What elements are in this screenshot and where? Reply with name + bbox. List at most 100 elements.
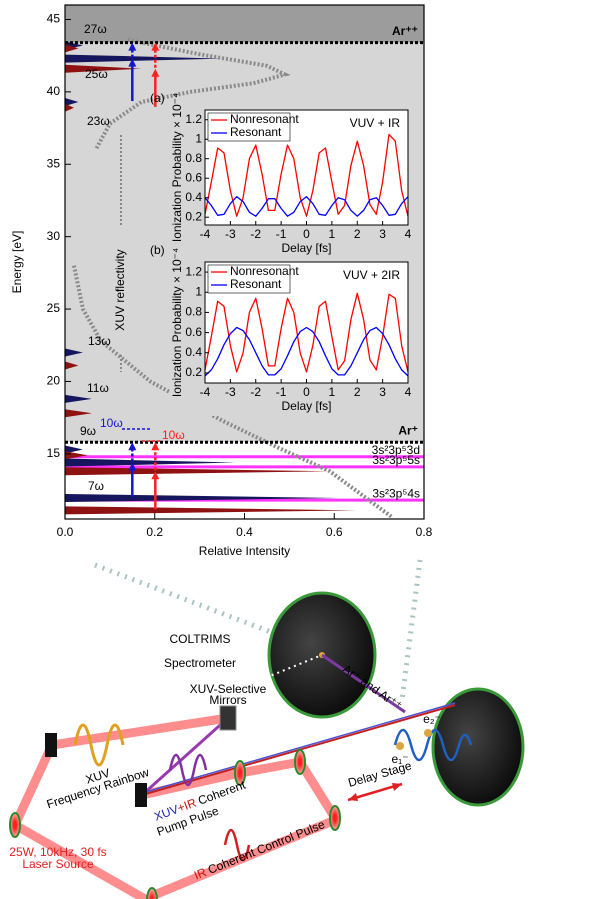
harmonic-label: 27ω [84,22,107,36]
photon-arrow-head [151,471,160,480]
y-tick-label: 1 [195,131,202,145]
harmonic-peak [65,54,223,63]
x-tick-label: 1 [329,227,336,241]
beam [51,713,229,750]
y-tick-label: 0.2 [185,209,202,223]
x-tick-label: 4 [405,385,412,399]
x-tick-label: -2 [250,227,261,241]
diagram-label: e₁⁻ [391,752,408,766]
grating [45,733,57,757]
threshold-label: Ar⁺⁺ [392,24,418,38]
x-tick-label: 3 [379,385,386,399]
y-axis-label: Energy [eV] [10,231,24,294]
y-axis-label: Ionization Probability × 10⁻⁴ [170,93,184,242]
x-tick-label: 0 [303,385,310,399]
legend-label: Resonant [230,125,282,139]
series-line [204,326,409,377]
diagram-labels: COLTRIMS Spectrometer XUV-SelectiveMirrors… [9,632,441,883]
y-tick-label: 40 [47,84,61,98]
lens [329,805,341,831]
y-tick-label: 35 [47,156,61,170]
y-tick-label: 0.8 [185,151,202,165]
electron [424,729,432,737]
mirror [135,783,147,807]
label-part: Coherent Control Pulse [206,817,327,877]
diagram-label: Laser Source [22,857,94,871]
diagram-label: 25W, 10kHz, 30 fs [9,845,106,859]
y-tick-label: 0.4 [185,345,202,359]
y-tick-label: 1.2 [185,112,202,126]
harmonic-peak [65,98,79,107]
panel-label: (b) [150,243,165,257]
legend-label: Nonresonant [230,112,299,126]
x-tick-label: -4 [200,227,211,241]
x-axis-label: Relative Intensity [199,544,290,558]
legend-label: Nonresonant [230,264,299,278]
beam [150,815,337,899]
x-tick-label: -3 [225,385,236,399]
y-axis-label: Ionization Probability × 10⁻⁴ [170,248,184,397]
inset-chart: 0.2 0.4 0.6 0.8 1 1.2 -4 -3 -2 -1 0 1 2 3 4 Delay [fs] I… [150,243,418,416]
y-tick-label: 0.8 [185,305,202,319]
pump-beam [141,702,456,794]
x-tick-label: 2 [354,385,361,399]
x-tick-label: 0.0 [57,525,74,539]
harmonic-peak [65,394,92,403]
x-tick-label: 0.2 [146,525,163,539]
state-label: 3s²3p⁵3d [372,443,420,457]
x-axis-label: Delay [fs] [281,399,331,413]
pulse [73,723,125,767]
x-axis-label: Delay [fs] [281,241,331,255]
ion-path [321,653,406,714]
harmonic-peak [65,44,79,53]
mirror [219,705,237,731]
series-line [204,196,409,217]
detector-axis [254,654,323,683]
harmonic-label: 7ω [88,479,104,493]
x-tick-label: 0.8 [416,525,433,539]
y-tick-label: 20 [47,374,61,388]
reflectivity-label: XUV reflectivity [113,249,127,330]
x-tick-label: -4 [200,385,211,399]
x-tick-label: 0.4 [236,525,253,539]
photon-arrow-head [128,42,137,51]
double-ionization-region [65,5,424,43]
inset-title: VUV + IR [350,116,401,130]
y-tick-label: 1 [195,284,202,298]
pulse [223,828,251,862]
harmonic-label: 23ω [87,114,110,128]
photon-arrow-head [128,462,137,471]
y-tick-label: 15 [47,446,61,460]
beam [239,757,301,778]
photon-arrow-head [151,68,160,77]
beam [10,743,57,827]
x-tick-label: 0 [303,227,310,241]
x-tick-label: 0.6 [326,525,343,539]
label-part: +IR [176,796,199,816]
beam-guide [94,562,306,648]
harmonic-peak [65,458,236,467]
laser-beams [10,713,339,899]
series-line [204,133,409,217]
diagram-label: e₂⁻ [423,712,441,726]
y-tick-label: 45 [47,12,61,26]
harmonic-peak [65,409,92,418]
inset-chart: 0.2 0.4 0.6 0.8 1 1.2 -4 -3 -2 -1 0 1 2 3 4 Delay [fs] I… [150,91,418,258]
detector [431,687,525,807]
y-tick-label: 0.6 [185,170,202,184]
x-tick-label: -1 [276,385,287,399]
y-tick-label: 0.6 [185,325,202,339]
state-label: 3s²3p⁵5s [372,453,420,467]
harmonic-peak [65,451,88,460]
harmonic-label: 13ω [88,334,111,348]
legend-label: Resonant [230,277,282,291]
panel-label: (a) [150,91,165,105]
y-tick-label: 0.2 [185,365,202,379]
beam [296,759,339,821]
x-tick-label: 2 [354,227,361,241]
harmonic-peak [65,103,74,112]
x-tick-label: -1 [276,227,287,241]
electron-path [393,728,473,762]
diagram-title: Spectrometer [164,656,236,670]
